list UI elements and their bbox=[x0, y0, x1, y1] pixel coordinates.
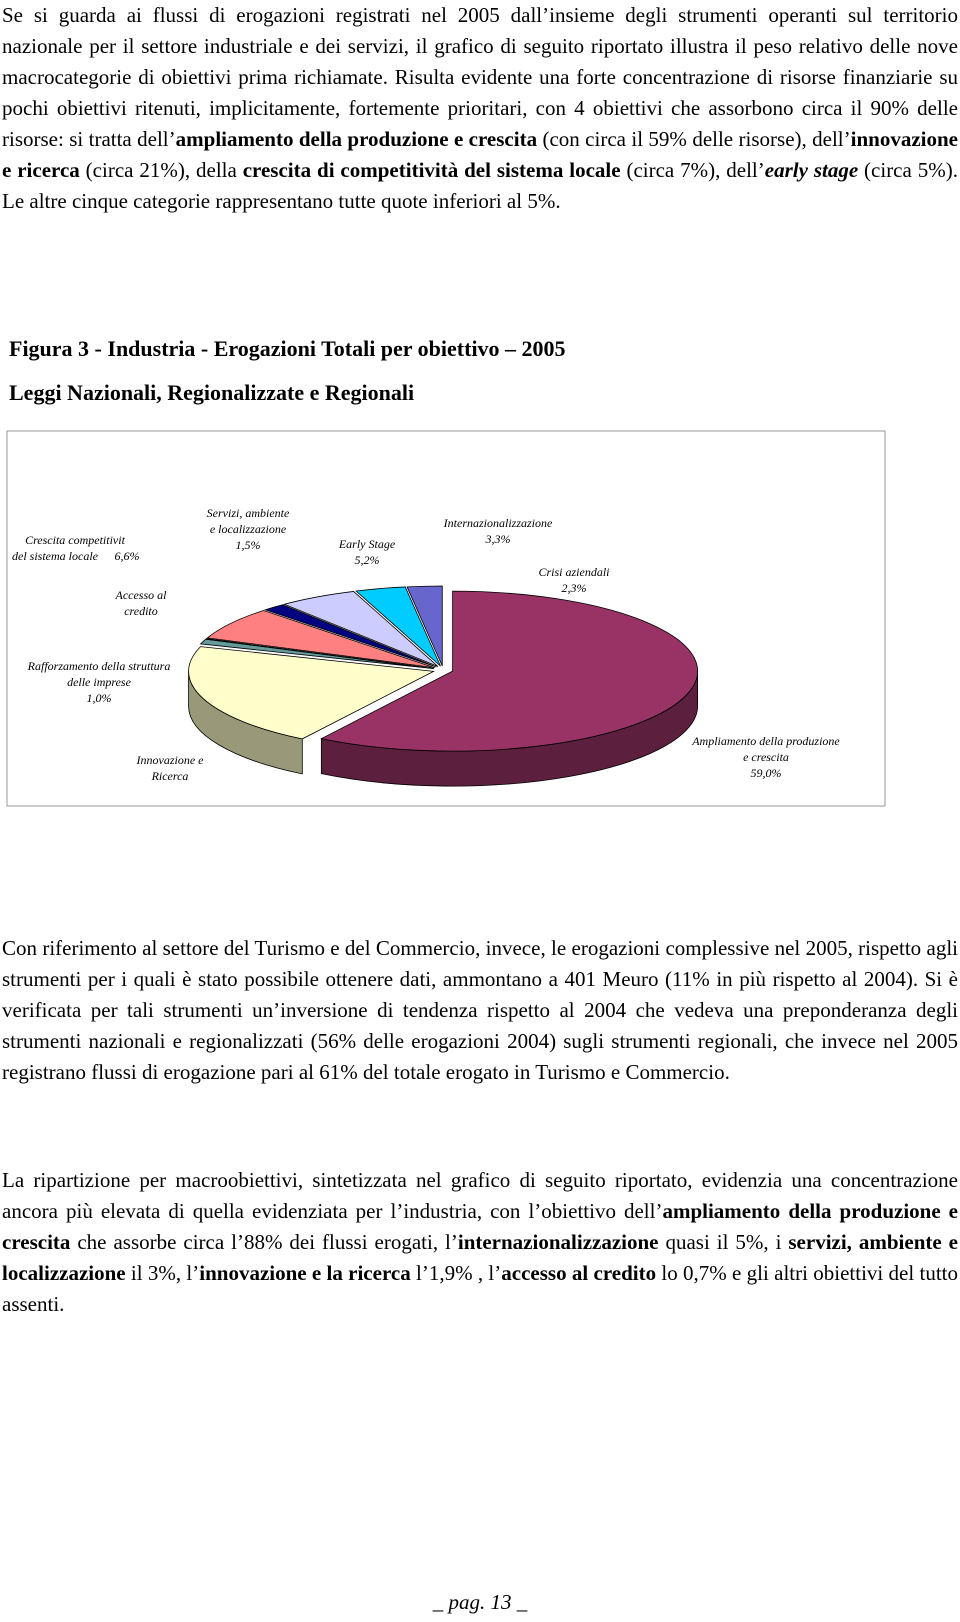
text-run: crescita di competitività del sistema lo… bbox=[242, 158, 621, 182]
paragraph: Con riferimento al settore del Turismo e… bbox=[2, 933, 958, 1088]
page-footer: _ pag. 13 _ bbox=[432, 1590, 528, 1614]
slice-label: delle imprese bbox=[67, 675, 132, 689]
pie-slice bbox=[188, 646, 435, 740]
slice-label: Accesso al bbox=[115, 588, 168, 602]
text-run: innovazione e ricerca bbox=[2, 127, 958, 182]
text-run: (circa 5%). Le altre cinque categorie ra… bbox=[2, 158, 958, 213]
text-run: (circa 7%), dell’ bbox=[620, 158, 765, 182]
text-run: Con riferimento al settore del Turismo e… bbox=[2, 936, 958, 1084]
text-run: La ripartizione per macroobiettivi, sint… bbox=[2, 1168, 958, 1223]
slice-label: Internazionalizzazione bbox=[443, 516, 553, 530]
slice-label: Early Stage bbox=[338, 537, 396, 551]
text-run: quasi il 5%, i bbox=[658, 1230, 789, 1254]
slice-label: Servizi, ambiente bbox=[207, 506, 290, 520]
value-label: 2,3% bbox=[562, 581, 587, 595]
text-run: servizi, ambiente e localizzazione bbox=[2, 1230, 958, 1285]
text-run: Se si guarda ai flussi di erogazioni reg… bbox=[2, 3, 958, 151]
pie-slice bbox=[406, 585, 443, 667]
value-label: 3,3% bbox=[485, 532, 511, 546]
slice-label: Innovazione e bbox=[136, 753, 205, 767]
pie-slice bbox=[320, 590, 698, 752]
text-run: internazionalizzazione bbox=[457, 1230, 659, 1254]
text-run: l’1,9% , l’ bbox=[410, 1261, 502, 1285]
slice-label: Ricerca bbox=[151, 769, 189, 783]
value-label: 6,6% bbox=[115, 549, 140, 563]
value-label: 59,0% bbox=[751, 766, 782, 780]
text-run: che assorbe circa l’88% dei flussi eroga… bbox=[70, 1230, 458, 1254]
text-run: innovazione e la ricerca bbox=[199, 1261, 411, 1285]
value-label: 1,0% bbox=[87, 691, 112, 705]
text-run: ampliamento della produzione e crescita bbox=[2, 1199, 959, 1254]
value-label: 1,5% bbox=[236, 538, 261, 552]
paragraph: La ripartizione per macroobiettivi, sint… bbox=[2, 1165, 958, 1320]
pie-slice bbox=[355, 586, 441, 667]
pie-slice bbox=[264, 604, 437, 668]
chart: Ampliamento della produzione e crescita 59… bbox=[6, 430, 886, 807]
figure-subtitle: Leggi Nazionali, Regionalizzate e Region… bbox=[9, 380, 415, 405]
value-label: 5,2% bbox=[355, 553, 380, 567]
pie-slice bbox=[206, 610, 435, 669]
slice-label: e localizzazione bbox=[210, 522, 287, 536]
text-run: accesso al credito bbox=[501, 1261, 657, 1285]
slice-label: Crescita competitivit bbox=[25, 533, 126, 547]
slice-label: Ampliamento della produzione bbox=[691, 734, 840, 748]
text-run: ampliamento della produzione e crescita bbox=[175, 127, 538, 151]
text-run: lo 0,7% e gli altri obiettivi del tutto … bbox=[2, 1261, 958, 1316]
text-run: early stage bbox=[764, 158, 859, 182]
text-run: (con circa il 59% delle risorse), dell’ bbox=[537, 127, 851, 151]
text-run: (circa 21%), della bbox=[79, 158, 243, 182]
pie-slice bbox=[283, 591, 439, 667]
slice-label: del sistema locale bbox=[12, 549, 99, 563]
text-run: il 3%, l’ bbox=[125, 1261, 200, 1285]
slice-label: credito bbox=[124, 604, 158, 618]
paragraph: Se si guarda ai flussi di erogazioni reg… bbox=[2, 0, 958, 217]
pie-slice bbox=[204, 638, 434, 669]
slice-label: e crescita bbox=[743, 750, 789, 764]
slice-label: Rafforzamento della struttura bbox=[27, 659, 171, 673]
figure-title: Figura 3 - Industria - Erogazioni Totali… bbox=[9, 336, 566, 361]
slice-label: Crisi aziendali bbox=[538, 565, 609, 579]
